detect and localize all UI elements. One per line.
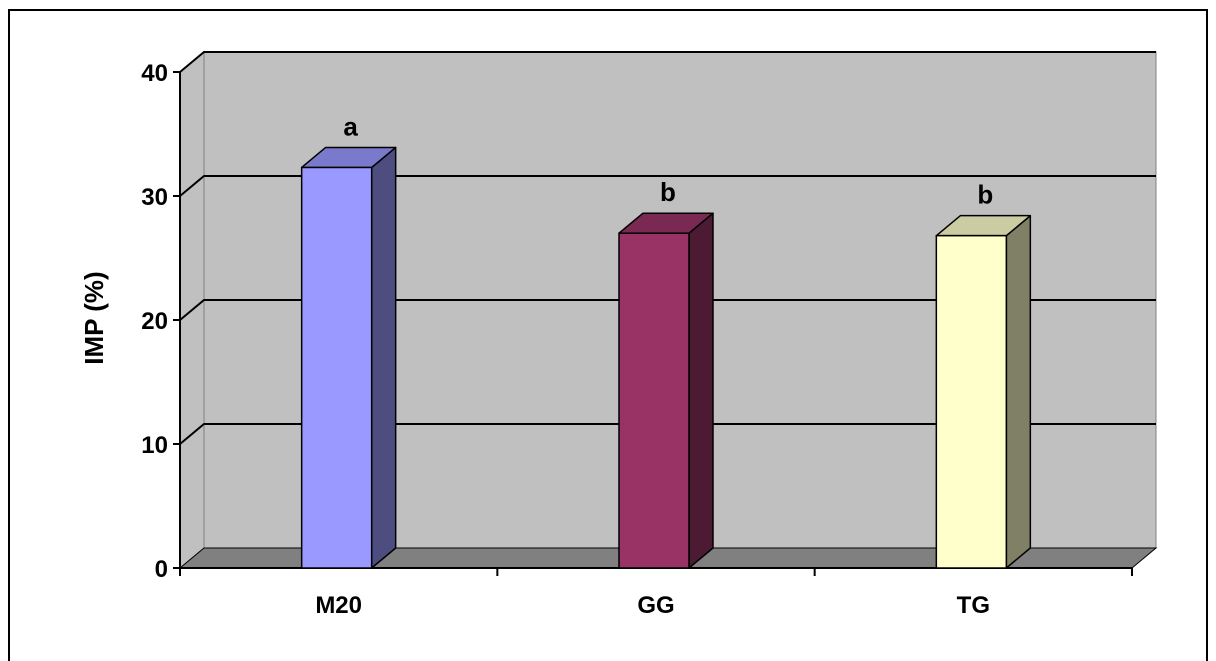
gridline [179,175,1156,197]
y-tick-label: 30 [141,184,168,211]
x-category-label: TG [957,592,990,619]
bar-front [618,232,690,569]
gridline [179,299,1156,321]
bar-tg [935,214,1032,569]
bar-gg [618,212,714,569]
labels: a M20 b GG b TG [315,111,993,619]
bar-front [300,166,373,569]
y-tick-label: 40 [141,60,168,87]
x-category-label: M20 [315,592,362,619]
bar-front [935,234,1008,569]
bar-side [688,212,714,569]
y-tick-label: 10 [141,432,168,459]
bar-side [1005,214,1032,569]
gridline [179,423,1156,445]
data-label: a [343,111,358,141]
x-category-label: GG [637,592,674,619]
y-tick-label: 20 [141,308,168,335]
y-axis-title: IMP (%) [79,271,109,364]
gridlines [179,51,1156,445]
data-label: b [660,177,676,207]
bar-side [370,146,397,569]
data-label: b [977,180,993,210]
gridline [179,51,1156,73]
y-tick-label: 0 [155,556,168,583]
bar-m20 [300,146,397,569]
bars [300,146,1032,569]
